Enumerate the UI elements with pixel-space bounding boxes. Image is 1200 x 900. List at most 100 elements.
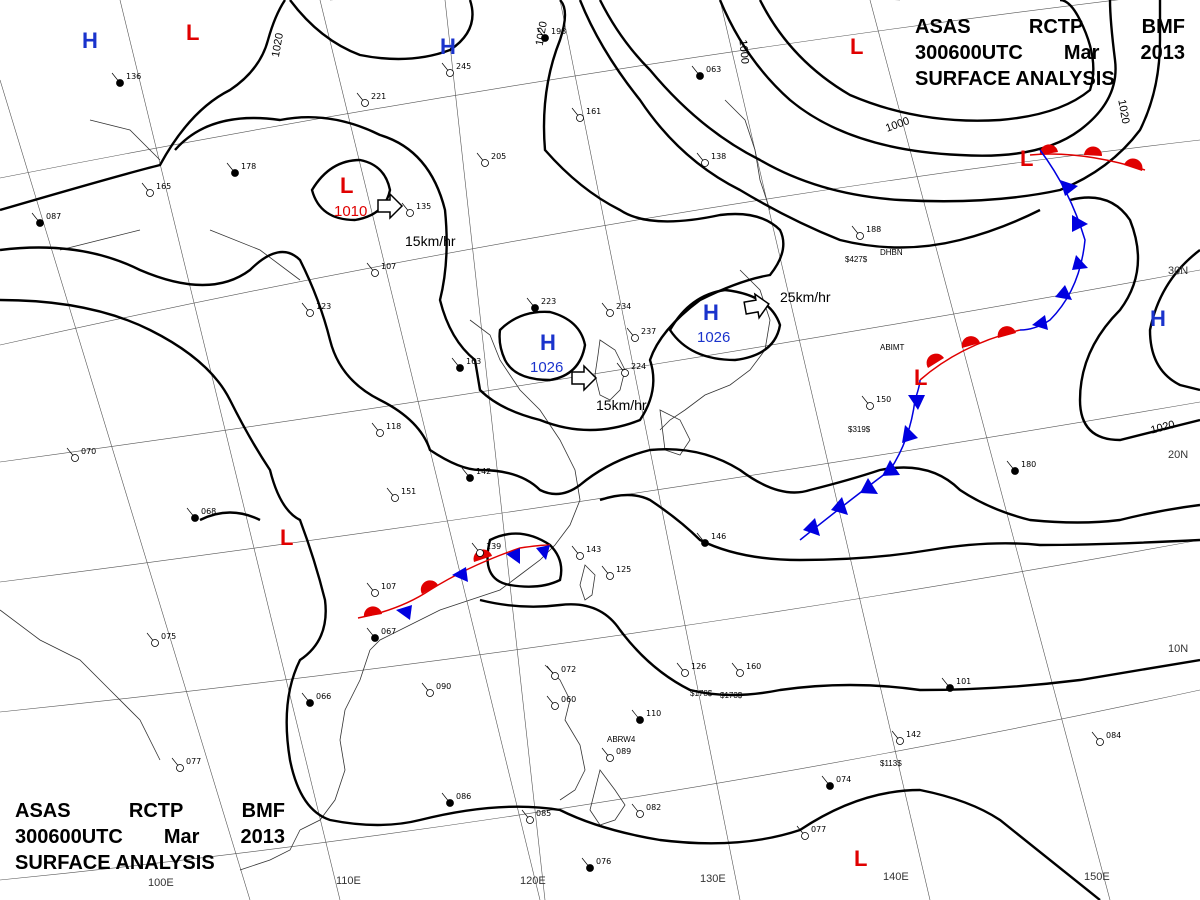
title-block-bottom: ASAS RCTP BMF 300600UTC Mar 2013 SURFACE…	[15, 798, 285, 876]
station-marker	[636, 810, 644, 818]
station-plot: 074	[821, 775, 851, 790]
station-plot: 139	[471, 542, 501, 557]
lat-label-10n: 10N	[1168, 643, 1188, 655]
station-marker	[701, 159, 709, 167]
station-pressure: 089	[616, 747, 631, 756]
station-pressure: 237	[641, 327, 656, 336]
motion-arrow-1	[377, 192, 404, 220]
low-center-5: L	[914, 365, 927, 390]
station-plot: 070	[66, 447, 96, 462]
lon-label-150e: 150E	[1084, 871, 1110, 883]
station-plot: 136	[111, 72, 141, 87]
station-marker	[551, 672, 559, 680]
station-pressure: 180	[1021, 460, 1036, 469]
station-plot: 075	[146, 632, 176, 647]
station-marker	[446, 69, 454, 77]
low-center-1: L	[186, 20, 199, 45]
station-pressure: 126	[691, 662, 706, 671]
station-marker	[371, 589, 379, 597]
station-pressure: 086	[456, 792, 471, 801]
motion-label-2: 25km/hr	[780, 289, 831, 305]
station-code-6: $178$	[690, 689, 713, 698]
isobar-label-5: 1020	[1115, 99, 1131, 125]
station-pressure: 118	[386, 422, 401, 431]
station-pressure: 084	[1106, 731, 1121, 740]
station-plot: 138	[696, 152, 726, 167]
station-plot: 086	[441, 792, 471, 807]
station-marker	[371, 269, 379, 277]
motion-arrows	[377, 192, 770, 392]
station-pressure: 125	[616, 565, 631, 574]
title-bottom-agency: ASAS	[15, 800, 71, 822]
station-plot: 082	[631, 803, 661, 818]
station-plot: 237	[626, 327, 656, 342]
station-marker	[526, 816, 534, 824]
station-marker	[866, 402, 874, 410]
station-marker	[856, 232, 864, 240]
station-marker	[146, 189, 154, 197]
station-plot: 107	[366, 262, 396, 277]
station-marker	[231, 169, 239, 177]
station-pressure: 160	[746, 662, 761, 671]
station-pressure: 066	[316, 692, 331, 701]
station-pressure: 221	[371, 92, 386, 101]
station-code-2: ABIMT	[880, 343, 905, 352]
station-marker	[541, 34, 549, 42]
station-pressure: 090	[436, 682, 451, 691]
cold-front-upper-triangles	[1032, 180, 1088, 330]
station-plot: 151	[386, 487, 416, 502]
stationary-front	[357, 544, 551, 619]
station-marker	[361, 99, 369, 107]
station-plot: 067	[366, 627, 396, 642]
station-marker	[801, 832, 809, 840]
station-marker	[191, 514, 199, 522]
station-pressure: 070	[81, 447, 96, 456]
station-marker	[586, 864, 594, 872]
warm-front-north-semicircles	[1039, 144, 1143, 171]
low-center-6: L	[280, 525, 293, 550]
station-pressure: 163	[466, 357, 481, 366]
station-pressure: 178	[241, 162, 256, 171]
station-marker	[391, 494, 399, 502]
title-bottom-product: SURFACE ANALYSIS	[15, 852, 215, 874]
station-marker	[606, 309, 614, 317]
station-plot: 101	[941, 677, 971, 692]
station-marker	[551, 702, 559, 710]
title-bottom-month: Mar	[163, 826, 200, 848]
isobar-label-1: 1020	[270, 32, 286, 58]
station-pressure: 205	[491, 152, 506, 161]
low-center-7: L	[854, 846, 867, 871]
station-plot: 234	[601, 302, 631, 317]
station-pressure: 245	[456, 62, 471, 71]
title-bottom-year: 2013	[240, 826, 285, 848]
station-code-8: $113$	[880, 759, 902, 768]
station-plot: 126	[676, 662, 706, 677]
high-center-5: H	[1150, 306, 1166, 331]
station-plot: 087	[31, 212, 61, 227]
station-marker	[456, 364, 464, 372]
station-plot: 142	[891, 730, 921, 745]
station-plot: 146	[696, 532, 726, 547]
station-pressure: 068	[201, 507, 216, 516]
high-center-3-pressure: 1026	[530, 359, 563, 376]
station-plot: 163	[451, 357, 481, 372]
station-marker	[631, 334, 639, 342]
station-plot: 142	[461, 467, 491, 482]
station-marker	[376, 429, 384, 437]
station-marker	[606, 754, 614, 762]
title-top-time: 300600UTC	[915, 42, 1023, 64]
motion-label-1: 15km/hr	[405, 233, 456, 249]
station-pressure: 142	[906, 730, 921, 739]
station-code-7: $173$	[720, 691, 743, 700]
station-plot: 165	[141, 182, 171, 197]
station-plot: 107	[366, 582, 396, 597]
station-marker	[406, 209, 414, 217]
station-pressure: 082	[646, 803, 661, 812]
motion-label-3: 15km/hr	[596, 397, 647, 413]
lon-label-100e: 100E	[148, 877, 174, 889]
station-pressure: 085	[536, 809, 551, 818]
stationary-front-triangles	[396, 545, 550, 620]
title-top-station: RCTP	[1028, 16, 1084, 38]
station-marker	[701, 539, 709, 547]
